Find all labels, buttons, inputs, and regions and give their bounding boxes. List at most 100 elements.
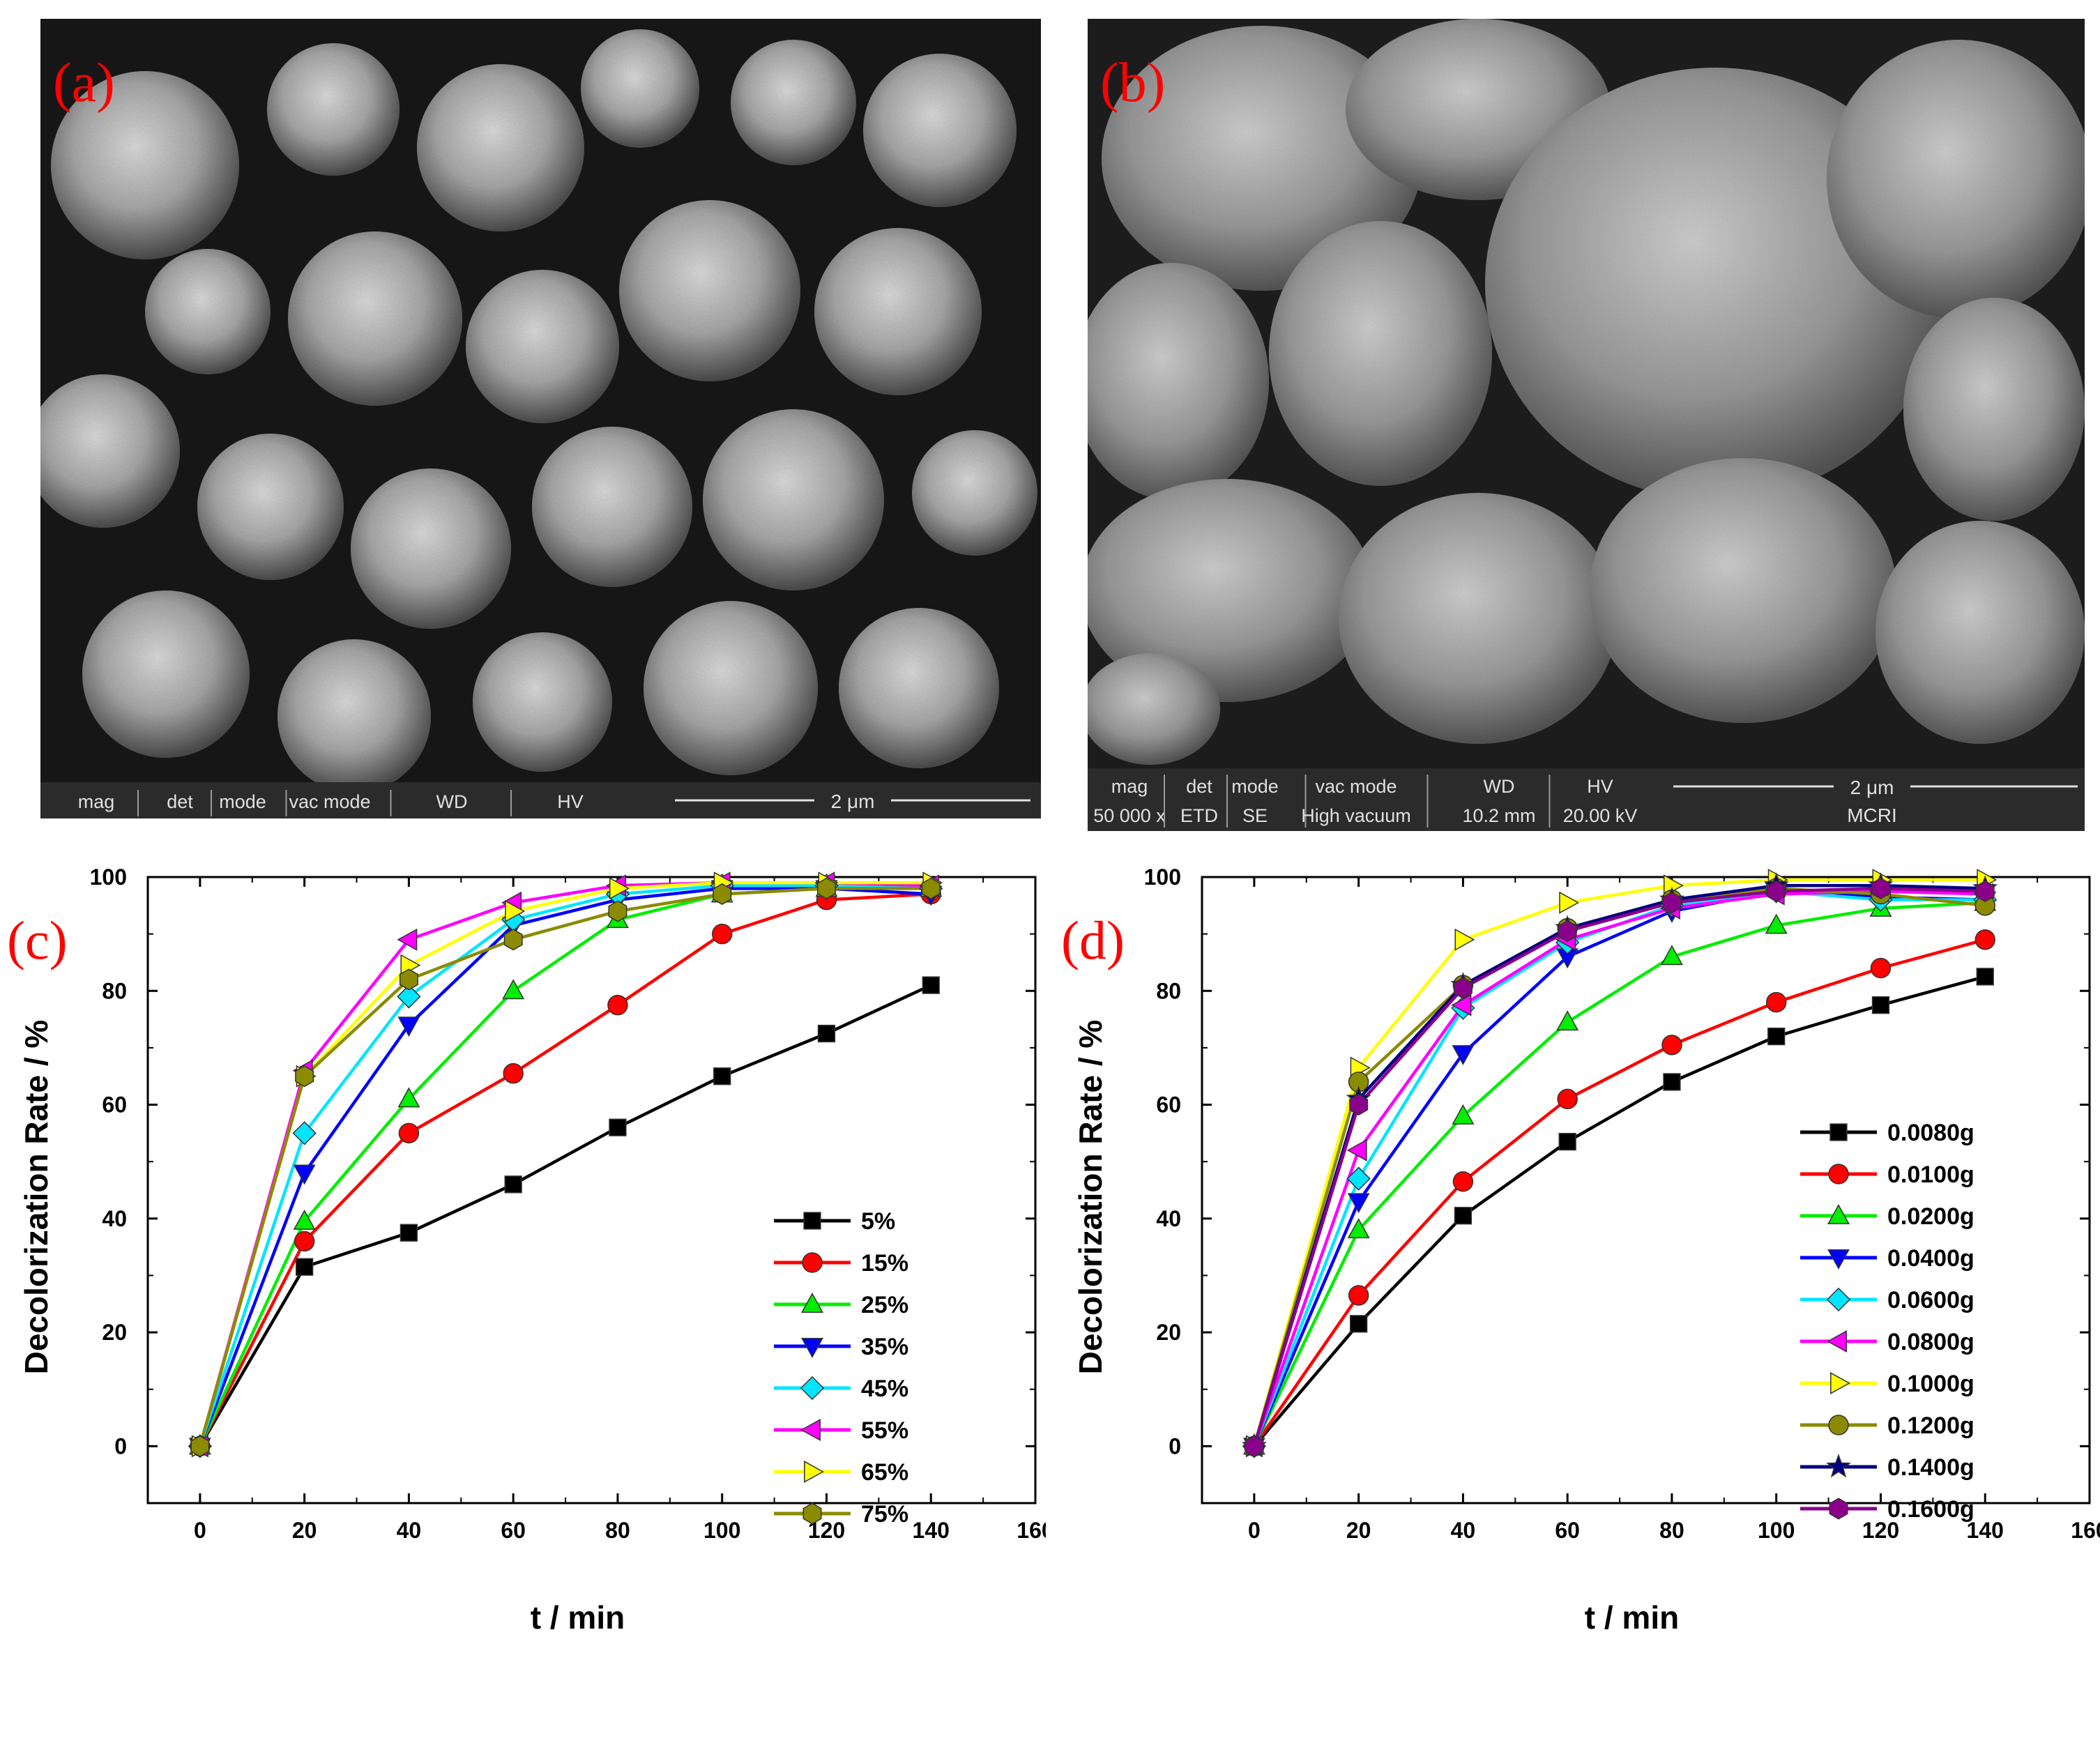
chart-d-data-point (1348, 1285, 1369, 1306)
chart-d-legend-marker (1826, 1287, 1851, 1312)
panel-label-b: (b) (1100, 52, 1165, 114)
chart-c-data-point (398, 1122, 420, 1144)
chart-d-data-point (1453, 977, 1473, 999)
chart-d-data-point (1452, 1045, 1475, 1066)
chart-c-data-point (713, 883, 732, 906)
chart-d-data-point (1558, 1132, 1576, 1151)
sem-b-info-value: ETD (1180, 805, 1218, 826)
chart-d-legend-label: 0.1400g (1887, 1454, 1975, 1481)
chart-c-data-point (505, 900, 526, 922)
chart-c-legend-label: 35% (861, 1334, 908, 1360)
chart-c-data-point (502, 979, 525, 1000)
chart-c: 020406080100120140160020406080100t / min… (7, 864, 1046, 1636)
chart-d-data-point (1559, 891, 1580, 914)
chart-d-legend-marker (1825, 1454, 1852, 1478)
chart-d-legend-label: 0.0600g (1887, 1287, 1975, 1313)
chart-d-data-point (1767, 880, 1786, 902)
chart-c-data-point (713, 1067, 731, 1086)
scale-bar-label-a: 2 μm (831, 791, 875, 812)
chart-d-data-point (1347, 1218, 1370, 1239)
sem-panel-a: (a) mag det mode vac mode WD HV 2 μm (40, 19, 1041, 818)
chart-c-data-point (295, 1258, 314, 1276)
sem-b-info-value: SE (1242, 805, 1268, 826)
chart-c-data-point (504, 1175, 522, 1194)
chart-c-data-point (400, 1224, 418, 1242)
chart-c-legend-label: 65% (861, 1459, 908, 1486)
chart-d-data-point (1349, 1315, 1368, 1333)
sem-a-info-label: HV (557, 791, 584, 812)
chart-c-data-point (294, 1231, 315, 1252)
chart-d-y-tick-label: 20 (1156, 1320, 1181, 1345)
panel-label-a: (a) (53, 52, 115, 114)
chart-c-data-point (503, 1062, 524, 1084)
chart-d-data-point (1452, 1171, 1474, 1192)
chart-d-data-point (1558, 920, 1577, 943)
chart-d-data-point (1871, 877, 1890, 899)
sem-a-info-label: vac mode (289, 791, 370, 812)
chart-d-y-tick-label: 0 (1169, 1433, 1181, 1458)
chart-c-series-line-1 (198, 892, 931, 1447)
chart-c-data-point (817, 1024, 836, 1043)
chart-c-data-point (397, 928, 418, 951)
chart-c-data-point (295, 1065, 314, 1088)
chart-c-x-tick-label: 40 (397, 1518, 422, 1543)
chart-d-legend-label: 0.0100g (1887, 1161, 1975, 1188)
chart-c-series-line-6 (198, 881, 931, 1447)
chart-c-data-point (609, 1118, 627, 1136)
chart-d-data-point (1871, 996, 1890, 1014)
chart-c-y-tick-label: 100 (90, 864, 127, 890)
chart-d-x-axis-title: t / min (1585, 1599, 1679, 1636)
chart-c-data-point (609, 877, 630, 900)
chart-c-legend-label: 25% (861, 1292, 908, 1318)
chart-d-legend-label: 0.0400g (1887, 1245, 1975, 1272)
chart-c-y-tick-label: 80 (102, 978, 127, 1003)
chart-c-legend-label: 15% (861, 1250, 908, 1277)
chart-d-data-point (1452, 1104, 1475, 1125)
sem-a-info-label: mag (78, 791, 115, 812)
chart-d-x-tick-label: 20 (1346, 1518, 1371, 1543)
chart-d-legend-label: 0.1000g (1887, 1371, 1975, 1397)
sem-b-info-label: vac mode (1315, 776, 1397, 797)
chart-c-data-point (922, 976, 940, 994)
chart-c-y-tick-label: 40 (102, 1206, 127, 1231)
chart-d-x-tick-label: 40 (1451, 1518, 1476, 1543)
chart-c-data-point (293, 1209, 316, 1230)
chart-d-legend-marker (1827, 1204, 1850, 1224)
chart-c-x-tick-label: 160 (1017, 1518, 1046, 1543)
chart-c-x-tick-label: 80 (605, 1518, 630, 1543)
chart-c-legend-label: 5% (861, 1208, 895, 1235)
sem-b-info-label: WD (1484, 776, 1515, 797)
chart-d-x-tick-label: 100 (1758, 1518, 1795, 1543)
sem-info-bar-a: mag det mode vac mode WD HV 2 μm (40, 782, 1041, 818)
chart-c-legend-marker (801, 1293, 823, 1313)
chart-d-data-point (1975, 929, 1995, 950)
chart-d-data-point (1870, 957, 1892, 979)
chart-c-legend-marker (800, 1419, 821, 1441)
chart-d-x-tick-label: 0 (1248, 1518, 1261, 1543)
sem-b-info-value: 10.2 mm (1462, 805, 1535, 826)
chart-c-legend-marker (803, 1212, 821, 1230)
sem-b-info-label: det (1186, 776, 1212, 797)
chart-c-legend-marker (804, 1461, 824, 1483)
chart-c-x-tick-label: 0 (194, 1518, 206, 1543)
chart-c-y-axis-title: Decolorization Rate / % (18, 1020, 54, 1375)
sem-b-info-label: mag (1111, 776, 1148, 797)
chart-c-x-axis-title: t / min (531, 1599, 625, 1636)
chart-c-data-point (397, 1016, 420, 1037)
chart-d-legend-marker (1829, 1123, 1848, 1141)
chart-c-y-tick-label: 20 (102, 1320, 127, 1345)
sem-image-a: (a) mag det mode vac mode WD HV 2 μm (40, 19, 1041, 818)
chart-d-data-point (1662, 892, 1682, 914)
scale-bar-label-b: 2 μm (1850, 777, 1894, 798)
chart-c-legend-label: 75% (861, 1501, 908, 1528)
chart-c-data-point (397, 1087, 420, 1108)
chart-d: 0 20 40 60 80 100 120 140 160 0 20 40 60 80 100 t / min… (1061, 864, 2100, 1636)
chart-d-data-point (1346, 1138, 1367, 1161)
chart-d-series-line-9 (1252, 887, 1986, 1447)
chart-c-legend-marker (801, 1338, 823, 1358)
chart-c-panel-label: (c) (7, 910, 68, 970)
chart-d-legend-marker (1829, 1498, 1848, 1520)
chart-d-series-line-3 (1252, 890, 1986, 1447)
chart-d-data-point (1975, 880, 1995, 902)
chart-d-data-point (1765, 913, 1788, 934)
